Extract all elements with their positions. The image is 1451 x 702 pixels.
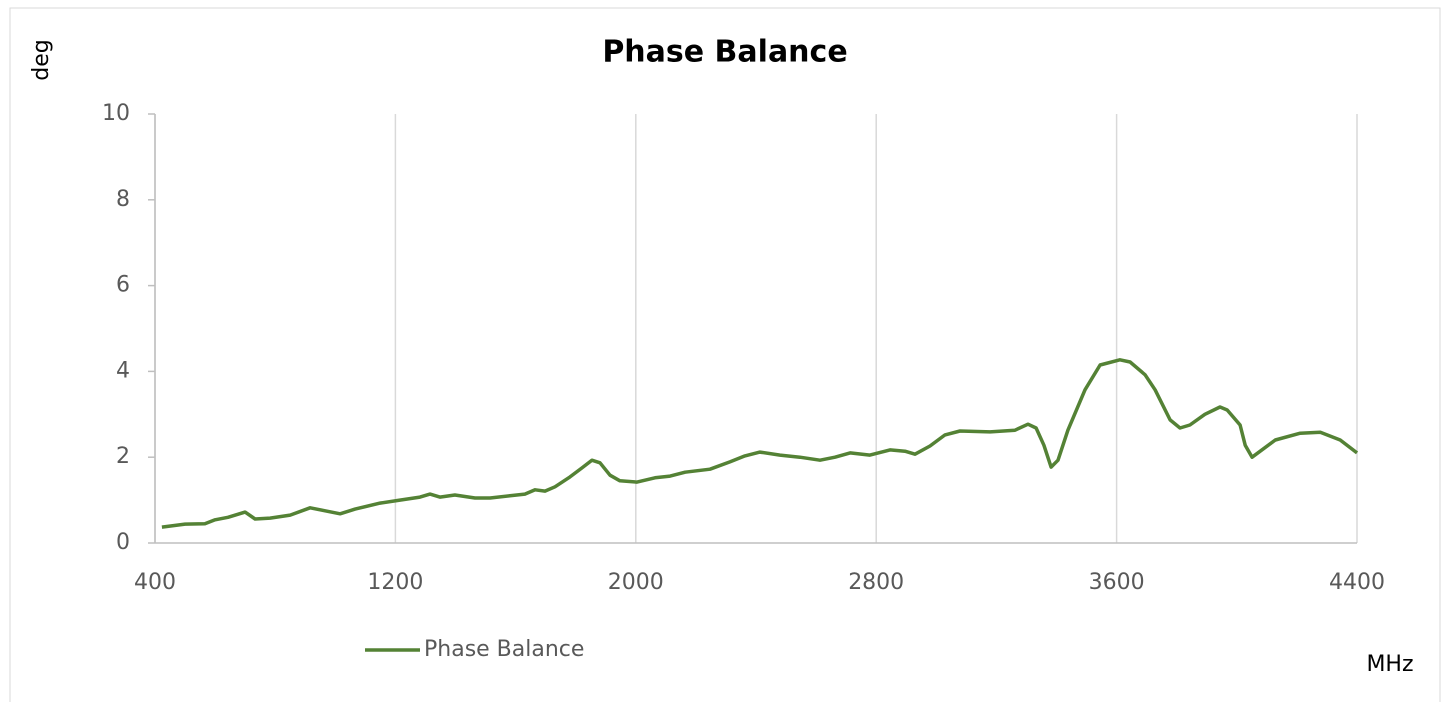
chart-border (9, 7, 1441, 702)
x-tick-label: 4400 (1329, 570, 1385, 595)
y-tick-label: 2 (116, 444, 130, 469)
y-axis-label: deg (29, 39, 54, 80)
y-tick-label: 0 (116, 530, 130, 555)
legend-label: Phase Balance (424, 637, 584, 662)
y-tick-label: 4 (116, 358, 130, 383)
x-tick-label: 1200 (367, 570, 423, 595)
y-tick-label: 10 (102, 101, 130, 126)
x-tick-label: 2000 (608, 570, 664, 595)
x-tick-label: 3600 (1089, 570, 1145, 595)
y-tick-label: 8 (116, 187, 130, 212)
x-axis-label: MHz (1366, 652, 1413, 677)
chart-title: Phase Balance (602, 35, 847, 70)
x-tick-label: 2800 (848, 570, 904, 595)
data-line (161, 358, 1359, 529)
x-tick-label: 400 (134, 570, 176, 595)
y-tick-label: 6 (116, 273, 130, 298)
